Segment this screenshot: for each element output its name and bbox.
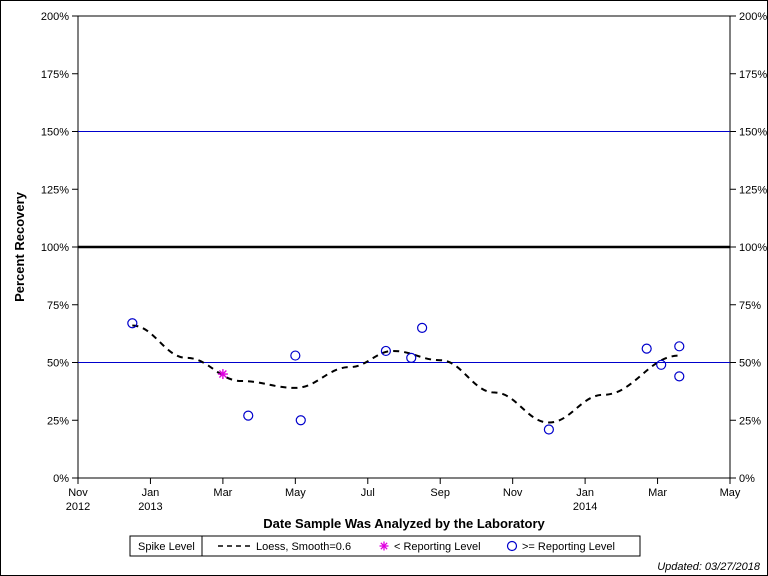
x-tick-label: Nov: [68, 487, 88, 499]
legend-label-ge: >= Reporting Level: [522, 541, 615, 553]
y-tick-label-right: 125%: [739, 184, 767, 196]
legend-label-loess: Loess, Smooth=0.6: [256, 541, 351, 553]
y-tick-label-left: 125%: [41, 184, 69, 196]
y-tick-label-right: 0%: [739, 473, 755, 485]
x-axis-label: Date Sample Was Analyzed by the Laborato…: [263, 516, 545, 531]
chart-svg: 0% 0% 25% 25% 50% 50% 75% 75% 100% 100% 125% 125% 15…: [0, 0, 768, 576]
y-tick-label-right: 50%: [739, 358, 761, 370]
y-tick-label-left: 100%: [41, 242, 69, 254]
x-tick-label: Mar: [213, 487, 232, 499]
x-tick-label: May: [720, 487, 741, 499]
y-tick-label-right: 150%: [739, 127, 767, 139]
y-tick-label-left: 25%: [47, 415, 69, 427]
legend-title: Spike Level: [138, 541, 195, 553]
y-axis-label: Percent Recovery: [12, 191, 27, 302]
x-tick-year: 2013: [138, 501, 162, 513]
y-tick-label-left: 200%: [41, 11, 69, 23]
y-tick-label-left: 0%: [53, 473, 69, 485]
x-tick-label: Jul: [361, 487, 375, 499]
x-tick-year: 2014: [573, 501, 597, 513]
y-tick-label-left: 75%: [47, 300, 69, 312]
x-tick-label: Mar: [648, 487, 667, 499]
y-tick-label-left: 150%: [41, 127, 69, 139]
y-tick-label-left: 50%: [47, 358, 69, 370]
y-tick-label-left: 175%: [41, 69, 69, 81]
x-tick-year: 2012: [66, 501, 90, 513]
x-tick-label: Sep: [430, 487, 450, 499]
legend-label-lt: < Reporting Level: [394, 541, 481, 553]
x-tick-label: Nov: [503, 487, 523, 499]
x-tick-label: Jan: [576, 487, 594, 499]
y-tick-label-right: 175%: [739, 69, 767, 81]
x-tick-label: Jan: [142, 487, 160, 499]
chart-container: 0% 0% 25% 25% 50% 50% 75% 75% 100% 100% 125% 125% 15…: [0, 0, 768, 576]
footer-updated: Updated: 03/27/2018: [657, 561, 761, 573]
y-tick-label-right: 25%: [739, 415, 761, 427]
marker-lt-reporting: [218, 369, 228, 379]
y-tick-label-right: 75%: [739, 300, 761, 312]
y-tick-label-right: 100%: [739, 242, 767, 254]
y-tick-label-right: 200%: [739, 11, 767, 23]
x-tick-label: May: [285, 487, 306, 499]
